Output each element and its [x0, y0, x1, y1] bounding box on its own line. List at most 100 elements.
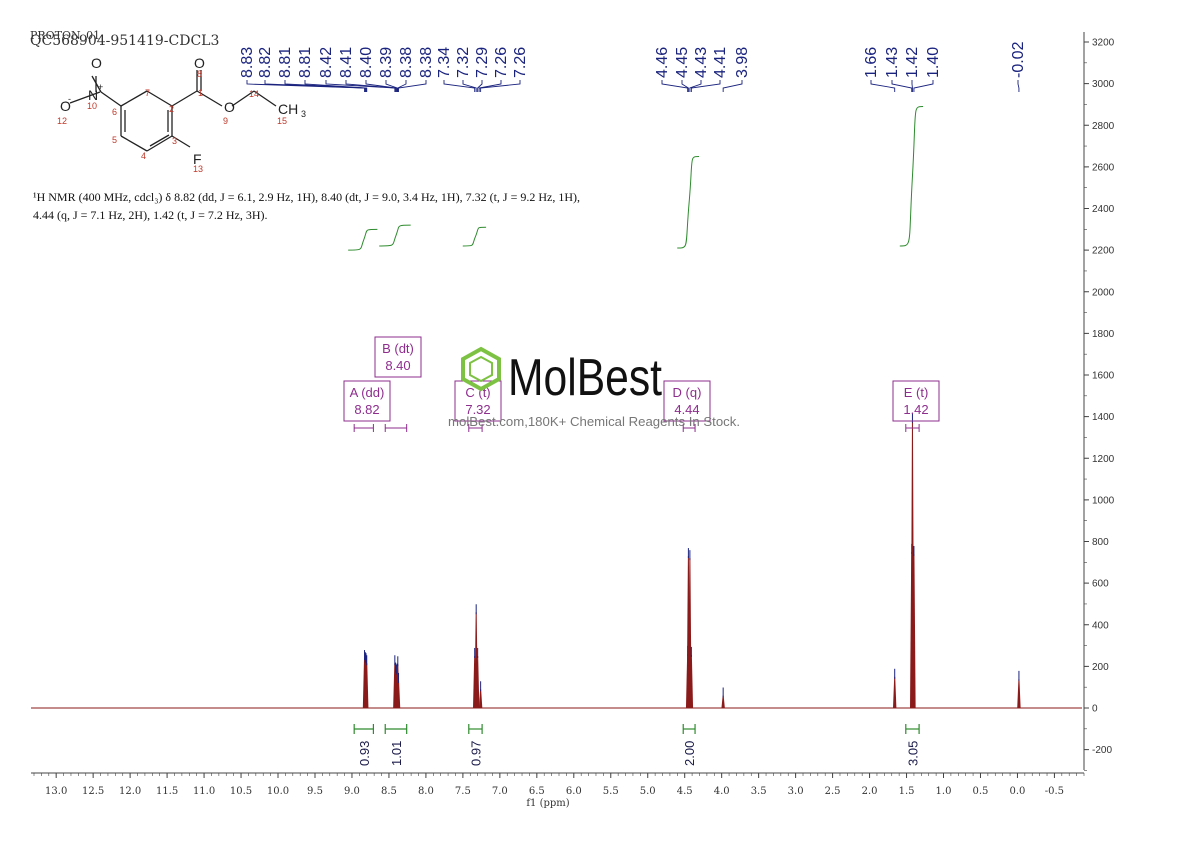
y-tick-label: 1600	[1092, 371, 1115, 382]
peak-leader	[722, 80, 743, 92]
peak-leader	[398, 80, 427, 92]
peak-leader	[397, 80, 407, 92]
peak-label: -0.02	[1010, 41, 1027, 78]
peak-leader	[443, 80, 476, 92]
structure-label: 4	[141, 151, 146, 161]
spectrum-peak	[478, 689, 483, 709]
multiplet-name: B (dt)	[382, 341, 414, 356]
multiplet-shift: 4.44	[674, 402, 699, 417]
peak-label: 8.83	[239, 47, 256, 78]
structure-label: 3	[172, 136, 177, 146]
multiplet-box	[663, 380, 711, 422]
x-tick-label: 2.0	[862, 786, 878, 797]
structure-label: O	[60, 98, 71, 114]
y-tick-label: 1000	[1092, 495, 1115, 506]
peak-label: 8.82	[257, 47, 274, 78]
peak-label: 8.39	[378, 47, 395, 78]
peak-label: 4.45	[674, 47, 691, 78]
chemical-bond	[231, 90, 255, 107]
structure-label: O	[91, 55, 102, 71]
peak-leader	[480, 80, 521, 92]
x-tick-label: 1.0	[936, 786, 952, 797]
integral-value: 0.97	[468, 741, 483, 766]
peak-leader	[462, 80, 477, 92]
integral-value: 2.00	[682, 741, 697, 766]
peak-leader	[690, 80, 721, 92]
watermark-tagline: molBest.com,180K+ Chemical Reagents In S…	[448, 415, 740, 429]
x-tick-label: -0.5	[1045, 786, 1064, 797]
peak-label: 8.42	[318, 47, 335, 78]
x-tick-label: 13.0	[45, 786, 67, 797]
peak-leader	[661, 80, 689, 92]
peak-label: 8.38	[398, 47, 415, 78]
peak-leader	[365, 80, 397, 92]
peak-label: 1.40	[925, 47, 942, 78]
molbest-logo-icon	[461, 346, 501, 392]
peak-label: 4.41	[712, 47, 729, 78]
y-tick-label: 2200	[1092, 246, 1115, 257]
x-tick-label: 11.5	[156, 786, 178, 797]
structure-label: F	[193, 151, 202, 167]
structure-label: +	[98, 82, 103, 92]
multiplet-shift: 1.42	[903, 402, 928, 417]
y-tick-label: 1800	[1092, 329, 1115, 340]
integral-curve	[348, 228, 378, 251]
multiplet-name: D (q)	[673, 385, 702, 400]
structure-label: O	[194, 55, 205, 71]
integral-curve	[899, 106, 924, 247]
peak-leader	[1017, 80, 1020, 92]
peak-label: 8.81	[277, 47, 294, 78]
peak-leader	[870, 80, 896, 92]
chemical-bond	[196, 90, 223, 107]
x-tick-label: 8.5	[381, 786, 397, 797]
chemical-bond	[120, 90, 148, 107]
spectrum-peak	[893, 676, 897, 709]
peak-leader	[304, 80, 368, 92]
structure-label: CH	[278, 101, 298, 117]
y-tick-label: 400	[1092, 620, 1109, 631]
y-tick-label: 2800	[1092, 121, 1115, 132]
peak-leader	[478, 80, 502, 92]
x-tick-label: 7.0	[492, 786, 508, 797]
peak-leader	[385, 80, 398, 92]
y-tick-label: 1400	[1092, 412, 1115, 423]
peak-label: 7.29	[474, 47, 491, 78]
integral-curve	[462, 226, 487, 247]
watermark: MolBest molBest.com,180K+ Chemical Reage…	[448, 346, 740, 429]
chemical-bond	[171, 135, 191, 148]
peak-leader	[345, 80, 397, 92]
x-tick-label: 8.0	[418, 786, 434, 797]
peak-label: 4.43	[693, 47, 710, 78]
multiplet-box	[374, 336, 422, 378]
chemical-bond	[100, 91, 122, 107]
x-tick-label: 0.5	[973, 786, 989, 797]
integral-value: 3.05	[905, 741, 920, 766]
multiplet-shift: 8.82	[354, 402, 379, 417]
peak-label: 8.81	[297, 47, 314, 78]
y-tick-label: 800	[1092, 537, 1109, 548]
y-tick-label: 200	[1092, 662, 1109, 673]
x-tick-label: 4.5	[677, 786, 693, 797]
multiplet-box	[892, 380, 940, 422]
molbest-logo-inner-icon	[469, 355, 493, 383]
multiplet-shift: 8.40	[385, 358, 410, 373]
integral-value: 1.01	[389, 741, 404, 766]
x-tick-label: 3.5	[751, 786, 767, 797]
y-tick-label: 2000	[1092, 287, 1115, 298]
integral-curve	[379, 224, 411, 247]
chemical-bond	[146, 90, 173, 107]
x-tick-label: 6.0	[566, 786, 582, 797]
structure-label: 15	[277, 116, 287, 126]
x-tick-label: 10.5	[230, 786, 252, 797]
y-tick-label: 2600	[1092, 162, 1115, 173]
x-tick-label: 0.0	[1009, 786, 1025, 797]
peak-leader	[264, 80, 366, 92]
peak-label: 3.98	[734, 47, 751, 78]
structure-label: 12	[57, 116, 67, 126]
x-tick-label: 2.5	[825, 786, 841, 797]
peak-label: 7.26	[512, 47, 529, 78]
multiplet-name: A (dd)	[350, 385, 385, 400]
x-tick-label: 10.0	[267, 786, 289, 797]
peak-label: 1.42	[904, 47, 921, 78]
